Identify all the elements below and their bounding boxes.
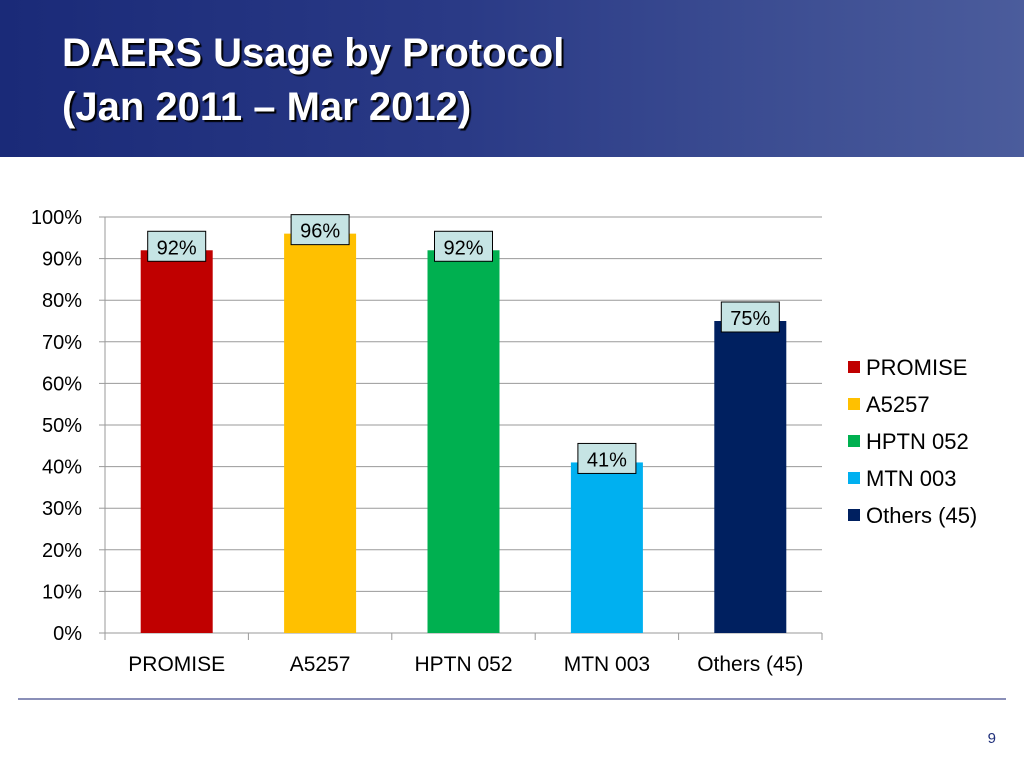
slide-header: DAERS Usage by Protocol (Jan 2011 – Mar … <box>0 0 1024 157</box>
x-tick-label: HPTN 052 <box>414 653 512 676</box>
y-tick-label: 60% <box>42 373 82 395</box>
data-label-box <box>577 442 637 474</box>
data-label: 92% <box>157 237 197 259</box>
footer-divider <box>18 698 1006 700</box>
y-tick-label: 40% <box>42 457 82 479</box>
title-line-1: DAERS Usage by Protocol <box>62 31 565 75</box>
bar <box>140 250 213 633</box>
x-tick-label: Others (45) <box>697 653 803 676</box>
legend-swatch <box>848 398 860 410</box>
legend-label: HPTN 052 <box>866 429 969 454</box>
data-label: 96% <box>300 221 340 243</box>
y-tick-label: 80% <box>42 290 82 312</box>
x-tick-label: MTN 003 <box>564 653 650 676</box>
y-tick-label: 100% <box>31 207 82 229</box>
y-tick-label: 20% <box>42 540 82 562</box>
y-tick-label: 10% <box>42 581 82 603</box>
data-label-box <box>290 214 350 246</box>
bar <box>714 321 787 633</box>
y-tick-label: 30% <box>42 498 82 520</box>
bar <box>570 462 643 633</box>
y-tick-label: 50% <box>42 415 82 437</box>
data-label: 92% <box>443 237 483 259</box>
legend-label: PROMISE <box>866 355 967 380</box>
y-tick-label: 90% <box>42 249 82 271</box>
x-tick-label: A5257 <box>290 653 351 676</box>
x-tick-label: PROMISE <box>128 653 225 676</box>
y-tick-label: 70% <box>42 332 82 354</box>
legend-label: A5257 <box>866 392 930 417</box>
page-number: 9 <box>987 730 996 747</box>
data-label-box <box>720 301 780 333</box>
legend-label: MTN 003 <box>866 466 956 491</box>
data-label: 75% <box>730 308 770 330</box>
bar <box>427 250 500 633</box>
legend-swatch <box>848 361 860 373</box>
bar-chart: 0% 10% 20% 30% 40% 50% 60% 70% 80% 90% 100% 92% PROM… <box>31 207 977 676</box>
legend-swatch <box>848 435 860 447</box>
legend-label: Others (45) <box>866 503 977 528</box>
slide-title: DAERS Usage by Protocol (Jan 2011 – Mar … <box>62 26 564 134</box>
bar <box>284 233 357 633</box>
title-line-2: (Jan 2011 – Mar 2012) <box>62 85 472 129</box>
legend-swatch <box>848 472 860 484</box>
data-label: 41% <box>587 449 627 471</box>
data-label-box <box>434 230 493 262</box>
data-label-box <box>147 230 207 262</box>
y-tick-label: 0% <box>53 623 82 645</box>
legend-swatch <box>848 509 860 521</box>
